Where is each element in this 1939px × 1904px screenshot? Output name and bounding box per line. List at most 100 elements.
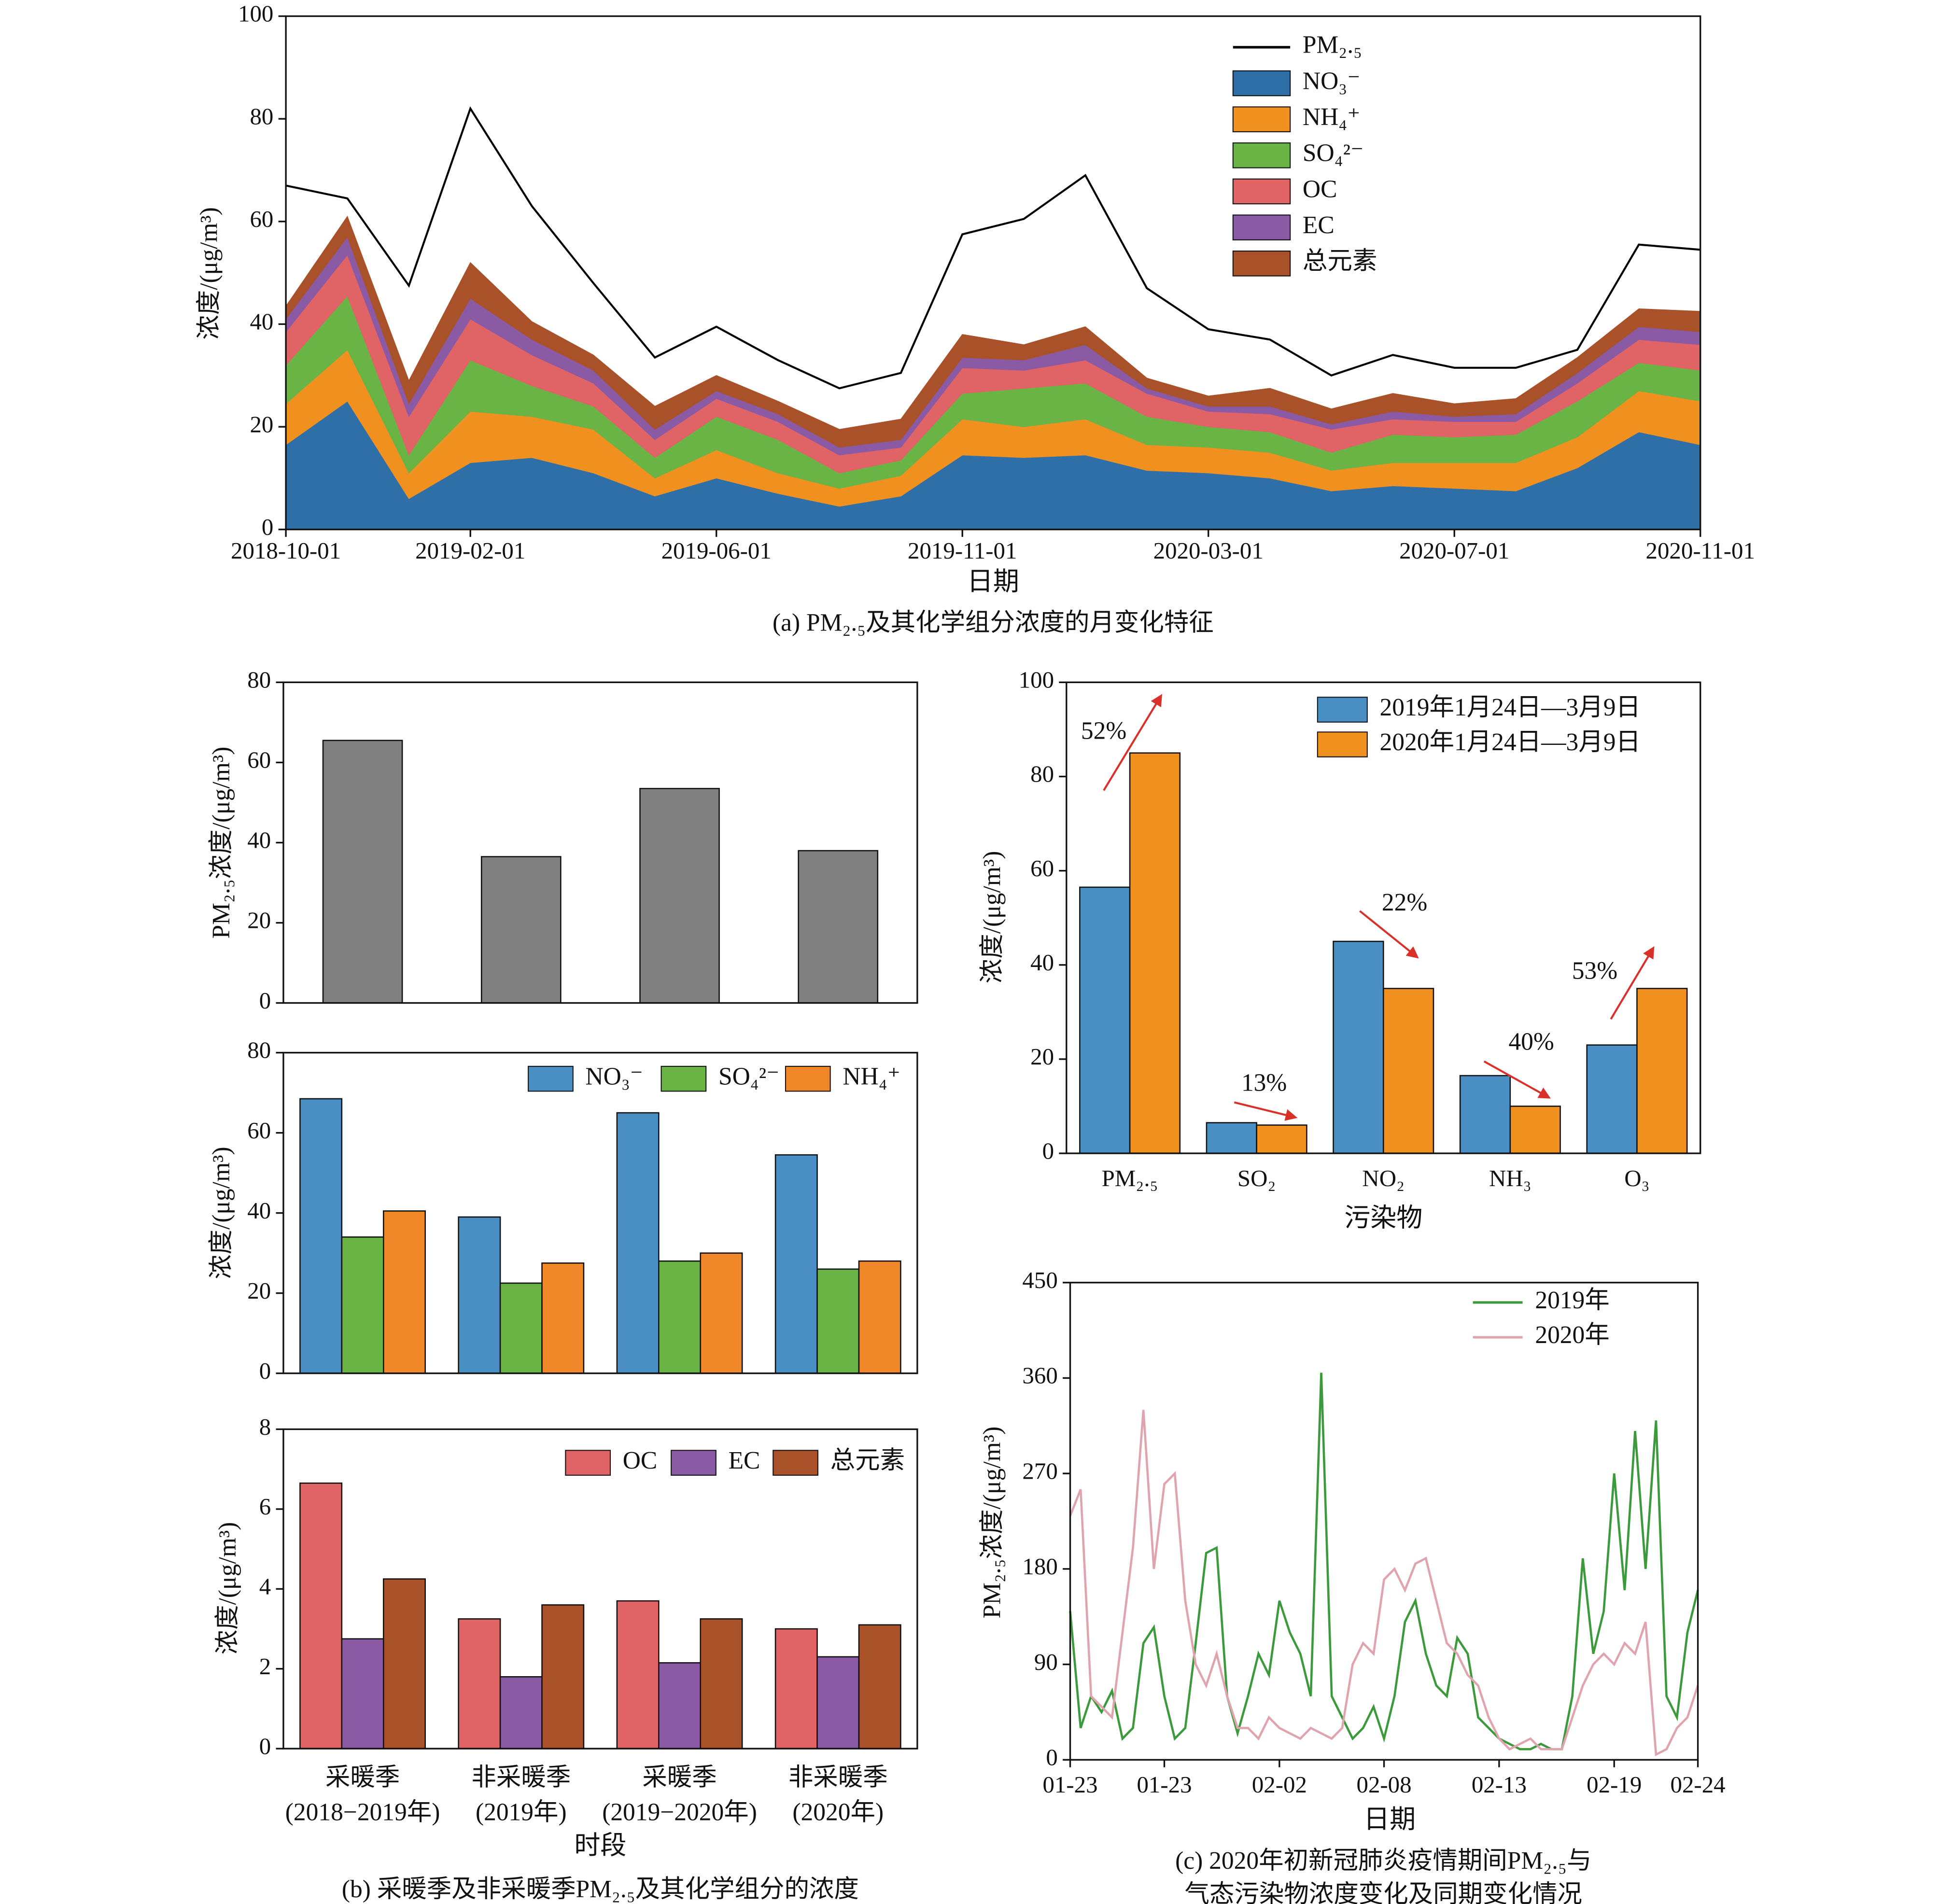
y-tick-label: 0 [259, 1733, 271, 1759]
legend-label: 2019年 [1535, 1287, 1609, 1314]
y-tick-label: 450 [1022, 1267, 1057, 1293]
bar [1206, 1122, 1257, 1154]
legend-swatch [1232, 251, 1291, 277]
bar [1129, 752, 1181, 1154]
bar [382, 1578, 426, 1750]
annotation: 13% [1241, 1069, 1287, 1096]
y-tick-label: 60 [247, 1117, 271, 1144]
legend-swatch [773, 1450, 818, 1476]
y-axis-label: PM₂.₅浓度/(μg/m³) [208, 747, 235, 939]
y-tick-label: 40 [1030, 949, 1054, 976]
bar [499, 1676, 543, 1750]
legend-label: SO₄²⁻ [1303, 140, 1363, 167]
caption: 气态污染物浓度变化及同期变化情况 [1185, 1880, 1583, 1904]
y-tick-label: 20 [247, 907, 271, 934]
bar [1459, 1075, 1511, 1154]
bar [341, 1236, 384, 1374]
caption: (a) PM₂.₅及其化学组分浓度的月变化特征 [773, 609, 1214, 637]
bar [816, 1268, 860, 1374]
plot-frame [282, 1051, 918, 1374]
legend-swatch [1232, 142, 1291, 168]
legend-label: NH₄⁺ [1303, 103, 1360, 131]
line [285, 106, 1700, 390]
x-tick-label: 02-19 [1587, 1771, 1642, 1798]
arrow [1103, 694, 1163, 791]
y-tick-label: 0 [1042, 1137, 1054, 1164]
x-tick-label: PM₂.₅ [1102, 1165, 1158, 1191]
legend-label: 总元素 [830, 1447, 905, 1474]
legend-swatch [565, 1450, 611, 1476]
arrow [1610, 946, 1655, 1020]
legend-label: EC [1303, 211, 1335, 239]
bar [1079, 886, 1131, 1154]
x-tick-label: 非采暖季 [788, 1764, 888, 1791]
bar [774, 1154, 818, 1374]
y-tick-label: 0 [262, 514, 273, 540]
plot-frame [1069, 1282, 1699, 1761]
y-tick-label: 270 [1022, 1457, 1057, 1484]
annotation: 52% [1081, 717, 1126, 745]
bar [658, 1662, 702, 1750]
annotation: 40% [1508, 1028, 1554, 1055]
bar [458, 1216, 501, 1374]
x-tick-label: 02-02 [1252, 1771, 1307, 1798]
legend-label: 2019年1月24日—3月9日 [1380, 694, 1641, 721]
x-tick-label: 2019-06-01 [661, 537, 772, 564]
x-tick-label: 2019-02-01 [415, 537, 525, 564]
annotation: 22% [1382, 889, 1427, 916]
bar [1256, 1124, 1307, 1154]
y-tick-label: 360 [1022, 1362, 1057, 1389]
y-tick-label: 100 [1019, 667, 1054, 693]
legend-label: 2020年 [1535, 1321, 1609, 1349]
y-tick-label: 6 [259, 1493, 271, 1520]
y-tick-label: 80 [1030, 761, 1054, 787]
y-tick-label: 60 [1030, 855, 1054, 882]
x-tick-label: (2018−2019年) [285, 1798, 440, 1826]
x-axis-label: 日期 [967, 567, 1019, 596]
bar [639, 788, 720, 1004]
x-tick-label: SO₂ [1237, 1165, 1276, 1191]
y-tick-label: 2 [259, 1653, 271, 1680]
legend-swatch [671, 1450, 717, 1476]
y-tick-label: 40 [247, 1197, 271, 1224]
y-tick-label: 60 [247, 747, 271, 773]
bar [658, 1260, 702, 1374]
y-tick-label: 40 [247, 827, 271, 854]
caption: (c) 2020年初新冠肺炎疫情期间PM₂.₅与 [1175, 1847, 1591, 1875]
legend-label: 总元素 [1303, 248, 1377, 275]
x-tick-label: NH₃ [1489, 1165, 1532, 1191]
y-tick-label: 60 [250, 206, 273, 232]
legend-swatch [1232, 106, 1291, 132]
bar [541, 1604, 585, 1750]
legend-label: NH₄⁺ [843, 1063, 900, 1090]
x-tick-label: 01-23 [1042, 1771, 1097, 1798]
legend-label: SO₄²⁻ [718, 1063, 779, 1090]
x-tick-label: 2020-11-01 [1646, 537, 1755, 564]
y-tick-label: 8 [259, 1414, 271, 1440]
y-tick-label: 4 [259, 1573, 271, 1600]
y-tick-label: 180 [1022, 1553, 1057, 1580]
bar [700, 1618, 743, 1750]
y-tick-label: 0 [259, 1358, 271, 1384]
y-tick-label: 0 [1046, 1744, 1057, 1771]
x-tick-label: 采暖季 [325, 1764, 400, 1791]
caption: (b) 采暖季及非采暖季PM₂.₅及其化学组分的浓度 [342, 1876, 859, 1903]
plot-frame [282, 681, 918, 1004]
bar [541, 1262, 585, 1374]
arrow [1483, 1060, 1551, 1099]
y-axis-label: 浓度/(μg/m³) [214, 1522, 241, 1655]
arrow [1234, 1101, 1298, 1121]
bar [616, 1112, 660, 1374]
legend-label: OC [1303, 175, 1337, 203]
bar [499, 1282, 543, 1374]
y-axis-label: 浓度/(μg/m³) [978, 851, 1006, 984]
bar [299, 1482, 343, 1750]
bar [1333, 940, 1384, 1154]
arrow [1359, 910, 1419, 959]
legend-label: EC [729, 1447, 760, 1474]
x-tick-label: (2020年) [792, 1798, 884, 1826]
x-tick-label: 2019-11-01 [908, 537, 1017, 564]
y-tick-label: 40 [250, 308, 273, 335]
y-axis-label: 浓度/(μg/m³) [195, 207, 223, 340]
